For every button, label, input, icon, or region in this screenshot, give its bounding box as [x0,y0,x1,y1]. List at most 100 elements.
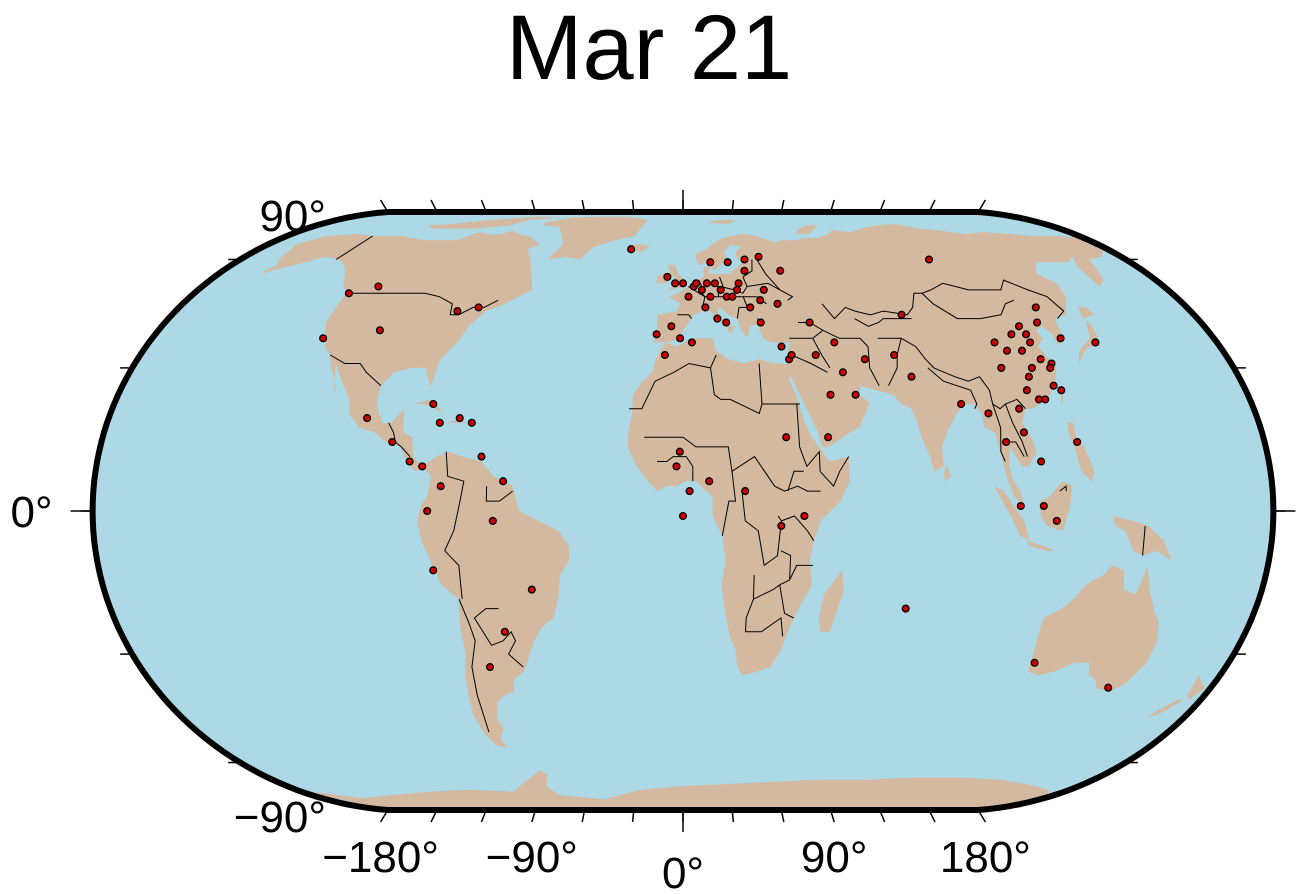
location-marker [805,318,814,327]
location-marker [1091,338,1100,347]
location-marker [838,368,847,377]
country-border [335,235,373,260]
lon-label: 90° [801,833,868,882]
lon-label: 180° [940,833,1031,882]
lon-tick-top [631,199,635,213]
location-marker [705,477,714,486]
location-marker [1019,428,1028,437]
lon-tick-bottom [480,809,487,823]
location-marker [344,289,353,298]
location-marker [776,266,785,275]
location-marker [1024,372,1033,381]
landmass-madagascar [818,570,844,632]
location-marker [1022,386,1031,395]
location-marker [723,258,732,267]
location-marker [1032,318,1042,327]
location-marker [984,409,993,418]
location-marker [672,462,681,471]
location-marker [746,303,755,312]
location-marker [732,285,741,294]
location-marker [474,303,483,312]
country-border [992,403,1006,462]
location-marker [734,279,743,288]
landmass-japan [1078,322,1101,364]
location-marker [1031,303,1040,312]
country-border [791,354,828,373]
location-marker [800,511,809,521]
location-marker [1057,386,1066,395]
location-marker [627,245,636,254]
location-marker [811,350,820,360]
country-border [1142,525,1146,556]
location-marker [1039,501,1048,511]
location-marker [527,585,536,594]
country-border [779,584,794,619]
country-border [854,318,912,327]
landmass-sumatra [994,486,1030,541]
location-marker [1049,381,1058,390]
location-marker [1022,330,1031,339]
landmass-eurasia [653,224,1104,506]
location-marker [901,604,910,613]
location-marker [851,390,860,399]
location-marker [728,292,737,301]
country-border [720,276,748,294]
location-marker [1056,334,1065,343]
location-marker [701,303,710,312]
location-marker [675,447,684,456]
country-border [921,279,1065,319]
country-border [756,259,781,291]
location-marker [388,437,397,447]
location-marker [710,279,719,288]
landmass-java [1026,540,1056,551]
country-border [742,259,753,278]
landmass-novaya-zemlya [796,225,818,234]
location-marker [455,414,464,423]
tick-labels: 90°0°−90°−180° −90° 0° 90° 180° [11,192,1031,894]
location-marker [740,255,749,264]
country-border [780,550,792,581]
lon-tick-top [928,199,936,213]
location-marker [429,399,438,409]
location-marker [453,307,462,316]
lon-tick-bottom [928,809,936,823]
landmass-svalbard [706,220,737,224]
location-marker [741,487,750,496]
country-border [1004,403,1028,457]
landmass-borneo [1040,481,1073,531]
lat-label: −90° [234,793,326,842]
location-marker [830,338,839,347]
location-marker [824,433,833,442]
location-marker [363,414,372,423]
tick-layer [70,190,1296,832]
landmass-greenland [544,216,649,260]
country-border [444,451,465,600]
location-marker [671,279,680,288]
country-border [812,338,831,369]
country-border [927,367,958,387]
landmass-new-zealand-n [1187,675,1205,700]
location-marker [687,338,696,347]
location-marker [667,322,676,331]
country-border [921,292,1015,320]
location-marker [1002,346,1012,355]
location-marker [405,457,414,466]
lon-tick-bottom [531,809,537,823]
country-border [677,314,692,319]
location-marker [485,662,495,672]
location-marker [1052,516,1061,525]
lon-tick-top [977,199,987,213]
lon-tick-top [731,199,735,213]
country-border [644,436,821,492]
location-marker [713,314,722,323]
lon-tick-top [581,199,586,213]
landmass-south-america [417,451,570,749]
location-marker [663,272,672,281]
lon-tick-bottom [379,809,389,823]
location-marker [890,350,899,360]
location-marker [787,350,796,360]
location-marker [924,255,934,264]
country-border [473,608,524,668]
location-marker [1017,346,1027,355]
